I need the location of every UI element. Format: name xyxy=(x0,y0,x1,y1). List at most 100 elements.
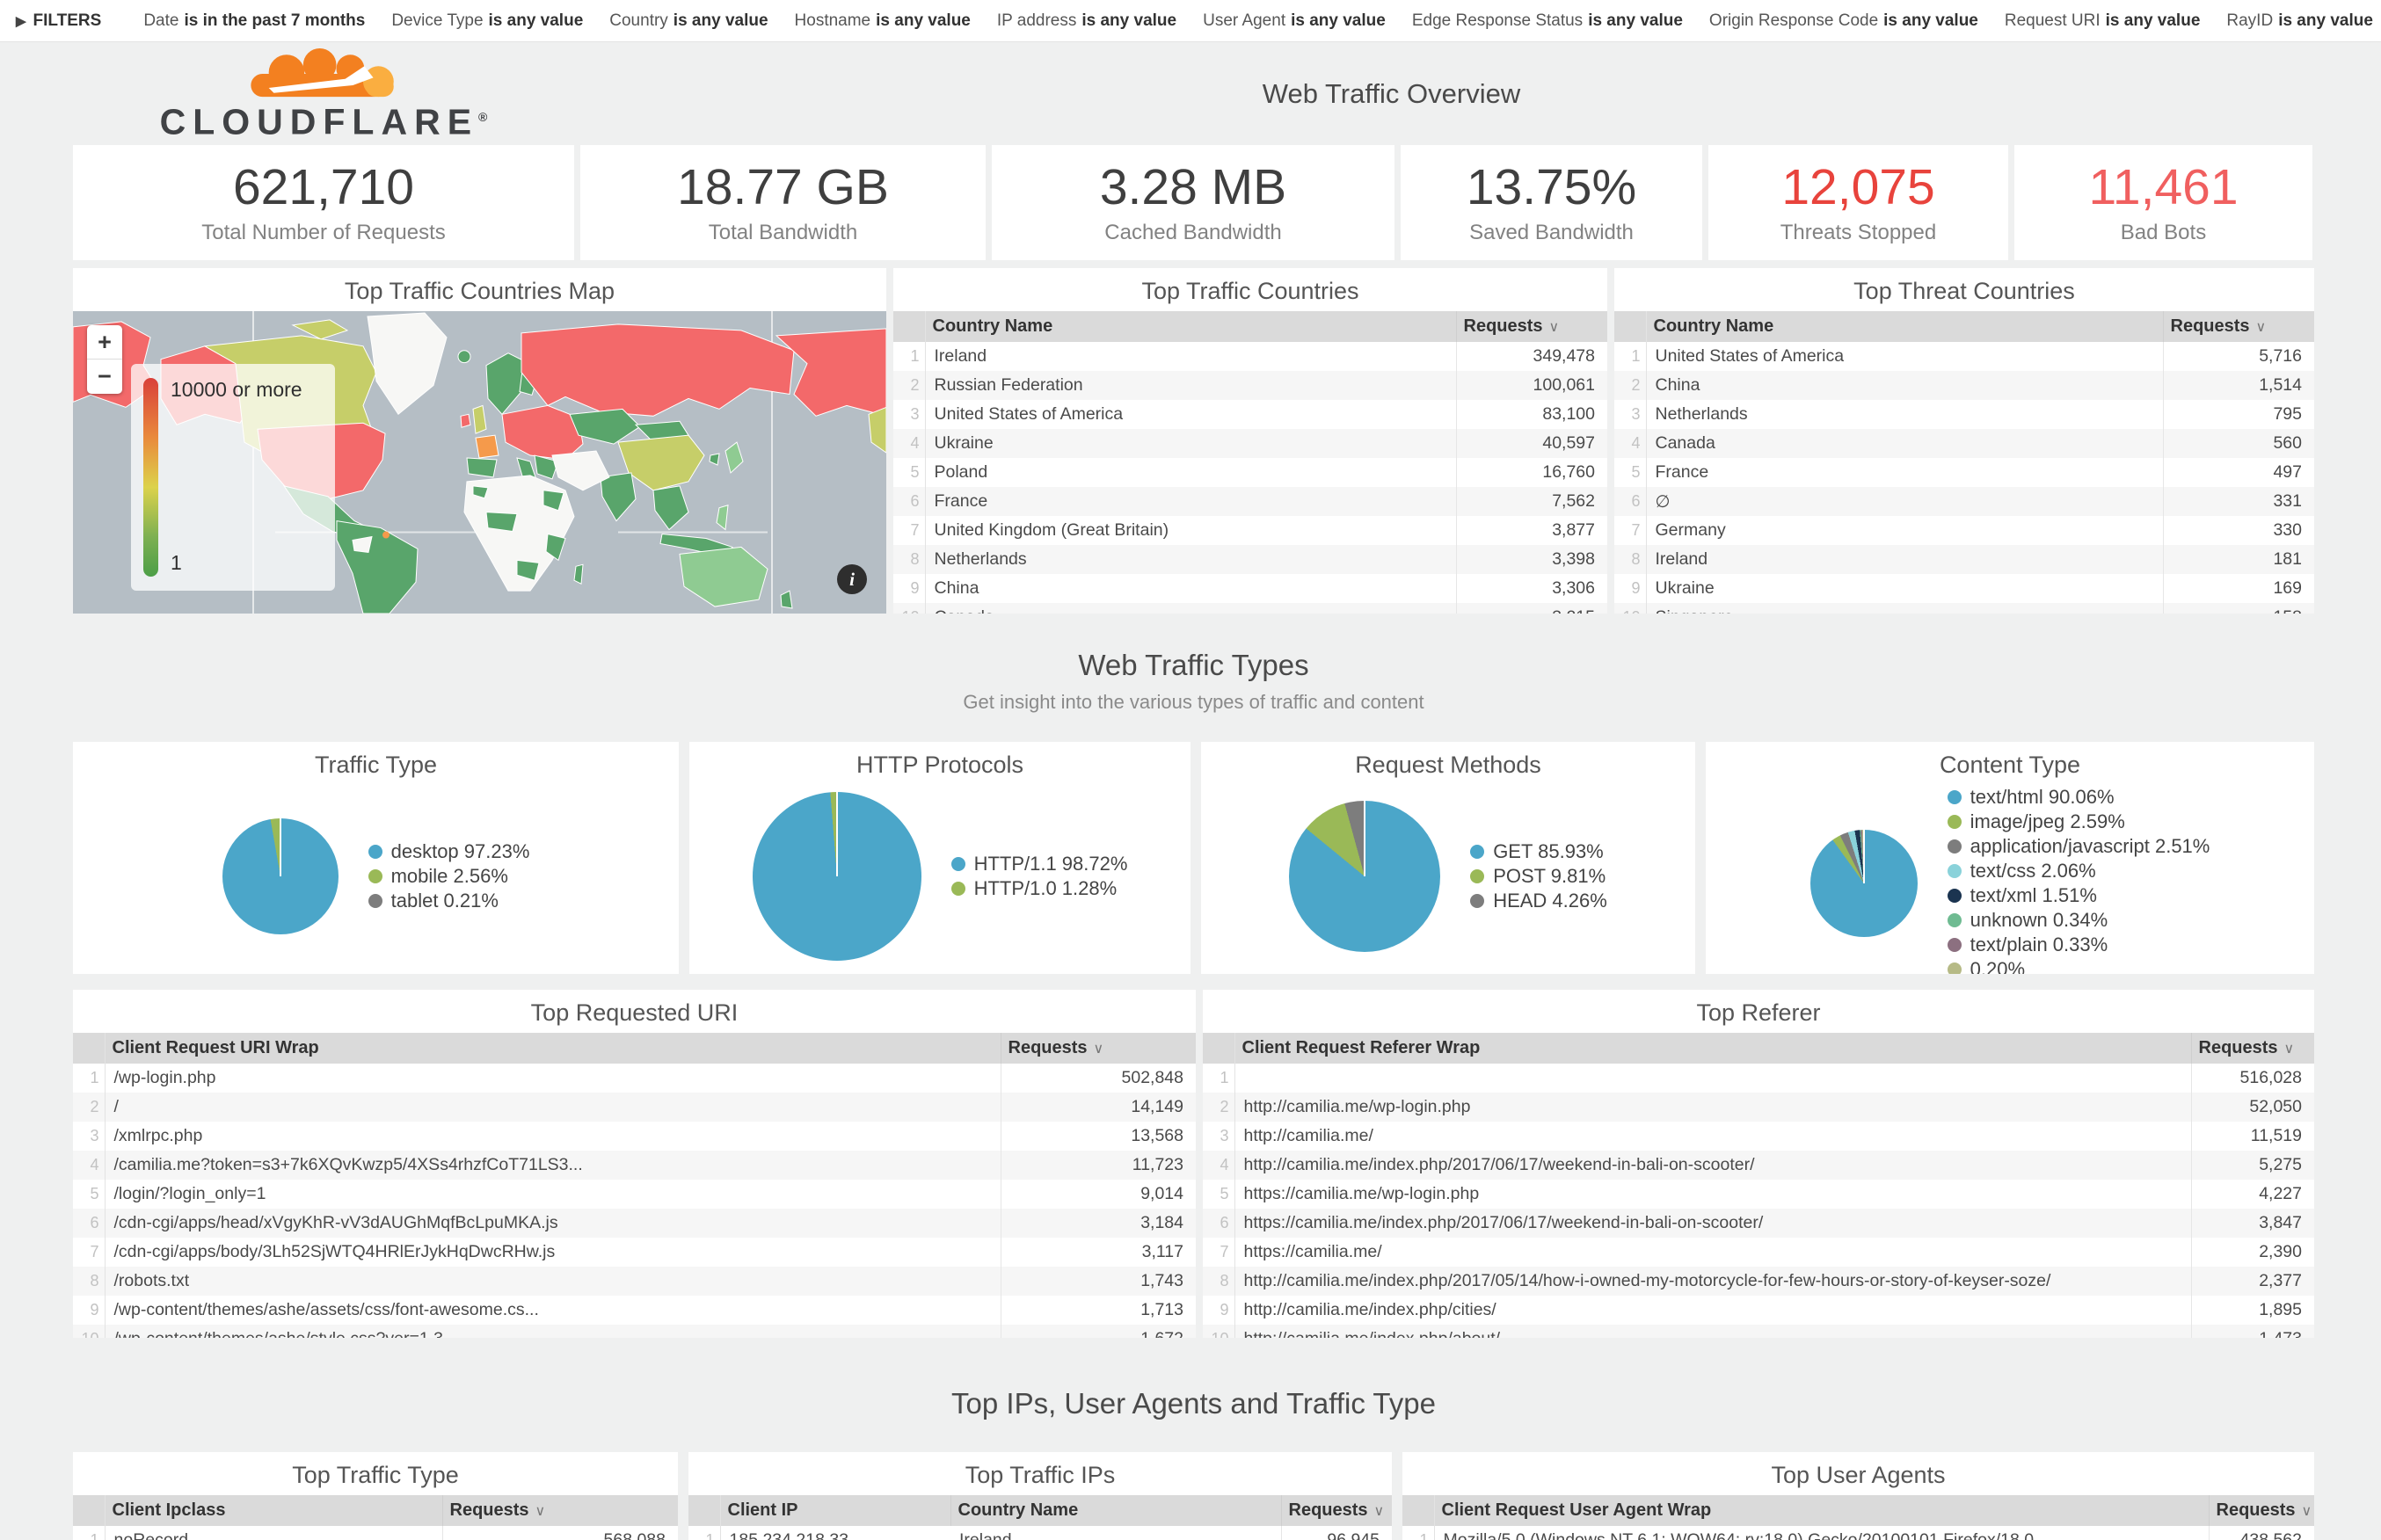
table-cell: 4 xyxy=(1614,429,1647,458)
filter-item[interactable]: RayID is any value xyxy=(2226,11,2373,31)
filter-condition-label: is any value xyxy=(2105,11,2201,30)
traffic-type-panel: Traffic Type desktop 97.23% mobile 2.56% t… xyxy=(73,742,679,974)
table-cell: 568,088 xyxy=(441,1526,678,1540)
filter-field-label: RayID xyxy=(2226,11,2274,30)
legend-item[interactable]: text/plain 0.33% xyxy=(1947,933,2210,957)
table-row: 3 United States of America 83,100 xyxy=(893,400,1607,429)
table-cell: 1 xyxy=(688,1526,721,1540)
sortable-column-header[interactable]: Requests ∨ xyxy=(1280,1495,1392,1526)
section-subtitle: Get insight into the various types of tr… xyxy=(963,691,1424,713)
table-cell: 6 xyxy=(73,1209,106,1238)
table-cell: 7 xyxy=(893,516,926,545)
legend-item[interactable]: tablet 0.21% xyxy=(368,889,530,913)
sortable-column-header[interactable]: Requests ∨ xyxy=(441,1495,678,1526)
legend-item[interactable]: text/css 2.06% xyxy=(1947,859,2210,883)
filter-condition-label: is any value xyxy=(1883,11,1978,30)
legend-item[interactable]: text/xml 1.51% xyxy=(1947,883,2210,908)
table-header-row: Country Name Requests ∨ xyxy=(1614,311,2314,342)
column-header xyxy=(688,1495,721,1526)
sortable-column-header[interactable]: Requests ∨ xyxy=(2208,1495,2314,1526)
legend-item[interactable]: HEAD 4.26% xyxy=(1470,889,1607,913)
traffic-type-pie-chart[interactable] xyxy=(222,817,339,934)
table-cell: 8 xyxy=(893,545,926,574)
table-cell: Netherlands xyxy=(1655,404,1748,424)
table-cell: 3 xyxy=(73,1122,106,1151)
column-header xyxy=(1402,1495,1435,1526)
filter-item[interactable]: Hostname is any value xyxy=(795,11,971,31)
filter-item[interactable]: Country is any value xyxy=(609,11,768,31)
table-row: 5 France 497 xyxy=(1614,458,2314,487)
legend-color-dot-icon xyxy=(1947,962,1962,974)
page-title: Web Traffic Overview xyxy=(1262,77,1521,109)
filter-item[interactable]: User Agent is any value xyxy=(1203,11,1386,31)
legend-item[interactable]: HTTP/1.0 1.28% xyxy=(950,876,1128,901)
table-cell: 11,723 xyxy=(1000,1151,1196,1180)
legend-color-dot-icon xyxy=(1947,913,1962,927)
filter-item[interactable]: IP address is any value xyxy=(997,11,1176,31)
content-type-pie-chart[interactable] xyxy=(1809,830,1918,937)
info-icon[interactable]: i xyxy=(837,564,867,594)
legend-item[interactable]: unknown 0.34% xyxy=(1947,908,2210,933)
http-protocols-pie-chart[interactable] xyxy=(752,791,921,961)
legend-item[interactable]: POST 9.81% xyxy=(1470,864,1607,889)
http-protocols-legend: HTTP/1.1 98.72% HTTP/1.0 1.28% xyxy=(950,852,1128,901)
table-row: 5 Poland 16,760 xyxy=(893,458,1607,487)
table-cell xyxy=(1234,1064,2191,1093)
table-cell: 11,519 xyxy=(2190,1122,2314,1151)
legend-item[interactable]: application/javascript 2.51% xyxy=(1947,834,2210,859)
column-header: Client Request User Agent Wrap xyxy=(1434,1495,2210,1526)
filters-toggle[interactable]: ▶ FILTERS xyxy=(16,11,102,30)
filter-item[interactable]: Edge Response Status is any value xyxy=(1412,11,1683,31)
table-cell: Ireland xyxy=(959,1530,1012,1540)
top-ips-section-header: Top IPs, User Agents and Traffic Type xyxy=(73,1338,2314,1452)
legend-item[interactable]: HTTP/1.1 98.72% xyxy=(950,852,1127,876)
table-cell: 330 xyxy=(2162,516,2314,545)
table-row: 1 516,028 xyxy=(1203,1064,2314,1093)
table-cell: Russian Federation xyxy=(925,371,1456,400)
world-choropleth-map[interactable]: + − 10000 or more 1 i xyxy=(73,311,886,614)
table-cell: United Kingdom (Great Britain) xyxy=(934,520,1169,540)
table-row: 3/xmlrpc.php 13,568 xyxy=(73,1122,1196,1151)
table-cell: 13,568 xyxy=(1000,1122,1196,1151)
filter-field-label: IP address xyxy=(996,11,1077,30)
filter-item[interactable]: Date is in the past 7 months xyxy=(143,11,365,31)
table-cell: 3,184 xyxy=(1000,1209,1196,1238)
table-cell: 10 xyxy=(1203,1325,1235,1338)
legend-item[interactable]: image/jpeg 2.59% xyxy=(1947,810,2210,834)
table-row: 10http://camilia.me/index.php/about/1,47… xyxy=(1203,1325,2314,1338)
table-row: 7 Germany 330 xyxy=(1614,516,2314,545)
sortable-column-header[interactable]: Requests ∨ xyxy=(1455,311,1607,342)
legend-item[interactable]: GET 85.93% xyxy=(1470,839,1607,864)
legend-label: tablet 0.21% xyxy=(390,889,499,912)
map-zoom-in-button[interactable]: + xyxy=(87,325,122,360)
request-methods-pie-chart[interactable] xyxy=(1289,800,1441,952)
legend-color-dot-icon xyxy=(1947,864,1962,878)
legend-item[interactable]: desktop 97.23% xyxy=(368,839,529,864)
map-zoom-out-button[interactable]: − xyxy=(98,363,112,389)
filter-item[interactable]: Request URI is any value xyxy=(2005,11,2201,31)
section-title: Top IPs, User Agents and Traffic Type xyxy=(951,1387,1436,1420)
table-cell: 10 xyxy=(893,603,926,614)
top-referer-table: Client Request Referer Wrap Requests ∨ 1 516… xyxy=(1203,1033,2314,1338)
table-row: 9 Ukraine 169 xyxy=(1614,574,2314,603)
table-cell: 516,028 xyxy=(2190,1064,2314,1093)
legend-item[interactable]: 0.20% xyxy=(1947,957,2210,974)
table-cell: 3,306 xyxy=(1455,574,1607,603)
table-cell: 5 xyxy=(73,1180,106,1209)
panel-title: Top Traffic Countries Map xyxy=(344,278,615,304)
table-row: 4 Canada 560 xyxy=(1614,429,2314,458)
table-cell: 9 xyxy=(73,1296,106,1325)
table-header-row: Client Request URI Wrap Requests ∨ xyxy=(73,1033,1196,1064)
filter-item[interactable]: Origin Response Code is any value xyxy=(1709,11,1978,31)
legend-label: application/javascript 2.51% xyxy=(1970,835,2210,857)
sortable-column-header[interactable]: Requests ∨ xyxy=(2190,1033,2314,1064)
legend-item[interactable]: text/html 90.06% xyxy=(1947,785,2210,810)
legend-item[interactable]: mobile 2.56% xyxy=(368,864,530,889)
table-cell: France xyxy=(1655,462,1709,482)
legend-color-dot-icon xyxy=(368,844,382,859)
top-threat-countries-panel: Top Threat Countries Country Name Request… xyxy=(1614,268,2314,614)
filter-item[interactable]: Device Type is any value xyxy=(391,11,583,31)
legend-color-dot-icon xyxy=(1470,844,1485,859)
sortable-column-header[interactable]: Requests ∨ xyxy=(1000,1033,1196,1064)
sortable-column-header[interactable]: Requests ∨ xyxy=(2162,311,2314,342)
